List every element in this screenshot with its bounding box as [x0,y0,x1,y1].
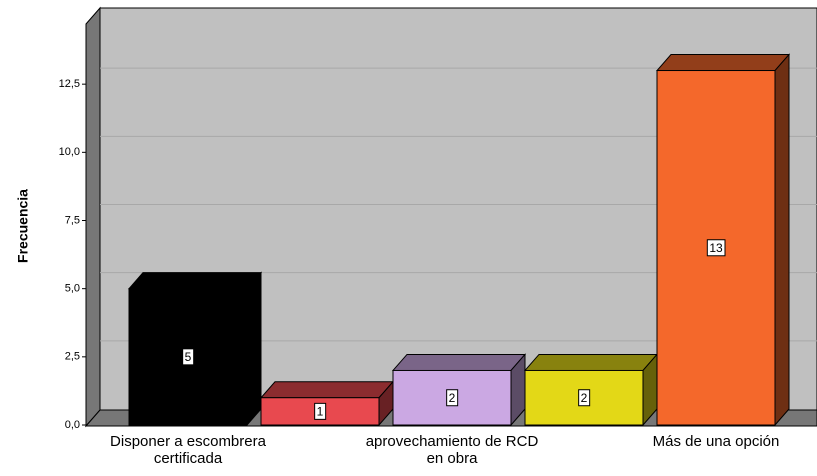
value-label-box [706,239,726,257]
x-tick-label: aprovechamiento de RCD en obra [366,433,539,467]
bar-top [391,353,527,371]
bar-top [523,353,659,371]
bars: 5 1 2 2 13 [127,53,791,427]
y-axis-label: Frecuencia [15,189,31,263]
value-label: 5 [185,350,192,364]
value-label: 13 [709,241,723,255]
y-tick-label: 0,0 [65,419,80,431]
x-tick-label: Más de una opción [653,433,780,450]
bar-side [246,271,262,427]
bar-top [655,54,791,72]
bar-top [259,381,395,399]
left-wall [85,6,101,428]
value-label-box [314,402,327,420]
y-tick-label: 12,5 [59,78,80,90]
x-tick-label: Disponer a escombrera certificada [110,433,267,467]
value-label: 1 [317,405,324,419]
bar-top [127,272,263,290]
value-label-box [578,389,591,407]
value-label: 2 [581,391,588,405]
value-label-box [182,348,195,366]
y-tick-label: 2,5 [65,351,80,363]
y-tick-label: 10,0 [59,146,80,158]
y-tick-label: 5,0 [65,283,80,295]
value-label: 2 [449,391,456,405]
bar-side [774,53,790,427]
y-tick-label: 7,5 [65,214,80,226]
value-label-box [446,389,459,407]
